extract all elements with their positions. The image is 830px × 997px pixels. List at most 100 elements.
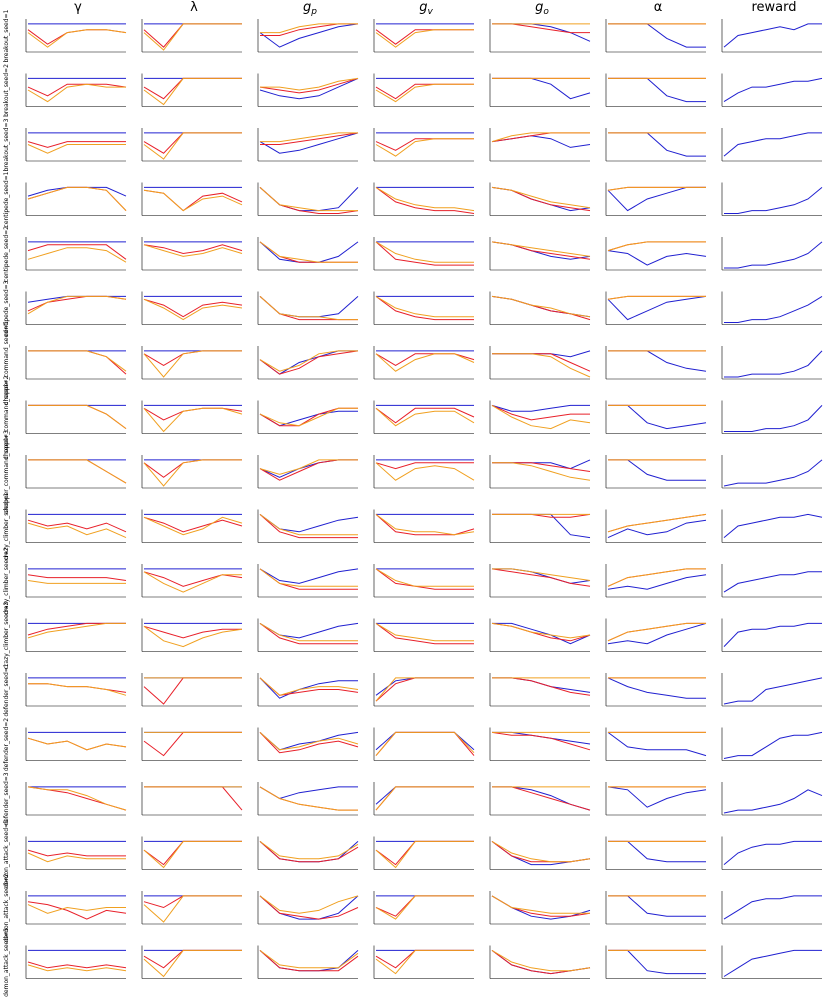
series-line [259, 622, 358, 645]
series-line [28, 404, 127, 430]
series-line [27, 786, 127, 811]
series-line [143, 189, 243, 212]
series-line [259, 296, 358, 321]
series-line [375, 462, 475, 481]
series-line [375, 186, 475, 214]
series-line [260, 77, 359, 91]
series-line [27, 852, 126, 863]
series-line [27, 83, 127, 97]
series-line [260, 132, 358, 143]
series-line [607, 241, 706, 252]
series-line [491, 132, 590, 143]
series-line [27, 737, 127, 751]
series-line [259, 296, 358, 321]
series-line [143, 298, 243, 321]
series-line [724, 350, 823, 378]
series-line [723, 731, 823, 759]
series-line [259, 841, 359, 863]
series-line [723, 571, 822, 593]
series-line [27, 786, 127, 811]
series-line [143, 189, 243, 212]
series-line [143, 132, 242, 160]
series-line [27, 519, 127, 533]
series-line [143, 77, 242, 106]
series-line [27, 904, 126, 914]
series-line [607, 677, 706, 699]
series-line [260, 23, 358, 34]
row-label: demon_attack_seed=1 [3, 819, 10, 888]
series-line [492, 513, 591, 539]
series-line [375, 949, 474, 975]
series-line [724, 295, 823, 323]
column-title-base: g [303, 0, 311, 15]
series-line [375, 568, 474, 587]
series-line [27, 186, 127, 211]
series-line [143, 298, 243, 318]
series-line [259, 350, 358, 372]
series-line [259, 950, 359, 972]
row-label: defender_seed=2 [3, 718, 10, 771]
series-line [491, 241, 591, 257]
series-line [375, 622, 474, 642]
series-line [27, 29, 127, 45]
series-line [492, 786, 591, 811]
series-line [143, 840, 242, 866]
column-title-base: λ [190, 0, 198, 15]
series-line [375, 895, 474, 917]
series-line [608, 949, 706, 975]
series-line [259, 895, 359, 914]
series-line [27, 574, 127, 581]
series-line [607, 186, 706, 212]
series-line [143, 949, 242, 978]
series-line [723, 23, 822, 48]
series-line [375, 138, 474, 157]
series-line [491, 186, 591, 209]
series-line [259, 241, 358, 263]
series-line [28, 404, 127, 430]
series-line [608, 132, 706, 157]
series-line [259, 622, 359, 639]
series-line [143, 949, 242, 969]
series-line [259, 513, 358, 536]
series-line [607, 568, 706, 587]
row-label: chopper_command_seed=3 [3, 430, 10, 514]
series-line [375, 353, 475, 372]
series-line [259, 840, 359, 860]
series-line [259, 241, 359, 263]
series-line [375, 407, 475, 424]
series-line [259, 677, 359, 696]
series-line [259, 459, 358, 478]
row-label: defender_seed=3 [3, 772, 10, 825]
row-label: crazy_climber_seed=2 [3, 547, 10, 615]
series-line [259, 732, 359, 751]
series-line [259, 895, 359, 920]
series-line [27, 29, 127, 48]
series-line [724, 241, 823, 269]
series-line [27, 522, 127, 539]
series-line [143, 571, 242, 593]
series-line [491, 295, 591, 321]
series-line [27, 961, 127, 969]
series-line [375, 731, 475, 756]
column-title-base: g [419, 0, 427, 15]
series-line [607, 622, 707, 645]
series-line [492, 77, 591, 100]
series-line [143, 407, 243, 433]
series-line [27, 141, 126, 148]
column-title-base: α [654, 0, 663, 15]
series-line [608, 895, 706, 917]
series-line [375, 462, 474, 470]
series-line [492, 622, 591, 645]
series-line [723, 513, 823, 538]
series-line [608, 350, 707, 372]
series-line [259, 786, 358, 811]
series-line [27, 622, 126, 639]
series-line [27, 295, 127, 315]
series-line [143, 77, 242, 100]
series-line [144, 786, 243, 811]
series-line [723, 622, 822, 647]
series-line [608, 459, 706, 481]
row-label: chopper_command_seed=2 [3, 375, 10, 459]
series-line [143, 459, 242, 478]
